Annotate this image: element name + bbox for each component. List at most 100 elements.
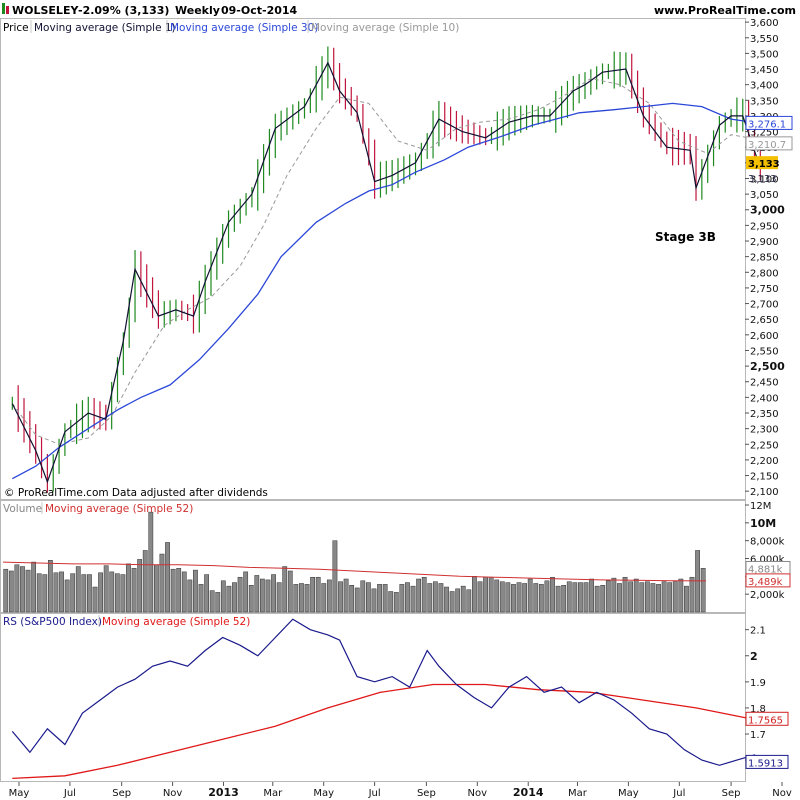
volume-bar xyxy=(511,584,516,613)
price-tick-label: 2,700 xyxy=(750,300,779,311)
volume-bar xyxy=(276,582,282,613)
price-tick-label: 2,300 xyxy=(750,425,779,436)
volume-bar xyxy=(42,574,48,613)
volume-bar xyxy=(466,589,472,613)
volume-bar xyxy=(455,588,461,613)
price-tick-label: 2,900 xyxy=(750,237,779,248)
volume-bar xyxy=(204,574,209,613)
price-tick-label: 2,750 xyxy=(750,284,779,295)
x-tick-label: May xyxy=(313,788,334,799)
volume-bar xyxy=(611,577,617,613)
volume-bar xyxy=(544,580,550,613)
volume-bar xyxy=(332,540,338,613)
ma1-line xyxy=(11,61,761,484)
price-tick-label: 3,050 xyxy=(750,190,779,201)
volume-bar xyxy=(103,565,109,613)
volume-bar xyxy=(349,585,355,613)
volume-bar xyxy=(126,563,131,613)
price-tick-label: 3,550 xyxy=(750,34,779,45)
volume-bar xyxy=(20,566,25,613)
volume-bar xyxy=(499,581,505,613)
price-change: -2.09% (3,133) xyxy=(78,4,169,17)
x-tick-label: Sep xyxy=(112,788,131,799)
ma30-line xyxy=(11,102,761,480)
volume-bar xyxy=(354,587,360,613)
x-tick-label: Jul xyxy=(368,788,381,799)
volume-bar xyxy=(550,576,555,613)
price-tick-label: 2,600 xyxy=(750,331,779,342)
volume-bar xyxy=(165,542,170,613)
header-bar xyxy=(0,0,800,18)
volume-bar xyxy=(25,569,31,613)
rs-plot xyxy=(11,618,761,780)
price-tick-label: 2,850 xyxy=(750,253,779,264)
volume-bar xyxy=(243,571,249,613)
volume-bar xyxy=(449,591,455,613)
volume-bar xyxy=(388,591,394,613)
price-tag-label: 3,133 xyxy=(748,159,780,170)
volume-bar xyxy=(187,579,193,613)
volume-bar xyxy=(672,581,678,613)
volume-bar xyxy=(14,564,20,613)
volume-bar xyxy=(617,583,622,613)
price-tag-box xyxy=(746,156,778,170)
volume-bar xyxy=(583,582,589,613)
price-tag-label: 3,210.7 xyxy=(748,140,786,151)
price-tick-label: 2,550 xyxy=(750,346,779,357)
x-tick-label: 2014 xyxy=(513,786,544,799)
volume-bar xyxy=(248,585,254,613)
volume-bar xyxy=(644,581,650,613)
volume-tick-label: 8,000k xyxy=(750,537,785,548)
legend-ma10: Moving average (Simple 10) xyxy=(311,22,459,34)
volume-bar xyxy=(237,576,243,613)
price-tick-label: 2,350 xyxy=(750,409,779,420)
volume-tick-label: 10M xyxy=(750,517,776,530)
rs-tick-label: 1.9 xyxy=(750,678,766,689)
price-tick-label: 2,800 xyxy=(750,268,779,279)
price-tick-label: 2,250 xyxy=(750,440,779,451)
price-tick-label: 3,500 xyxy=(750,49,779,60)
volume-bar xyxy=(181,571,187,613)
site-link[interactable]: www.ProRealTime.com xyxy=(654,4,796,17)
price-tag-label: 3,133 xyxy=(748,174,777,185)
volume-tag-label: 3,489k xyxy=(748,577,783,588)
date-label: 09-Oct-2014 xyxy=(221,4,298,17)
volume-bar xyxy=(321,583,327,613)
volume-bar xyxy=(98,572,103,613)
x-tick-label: Nov xyxy=(163,788,183,799)
volume-bar xyxy=(477,581,483,613)
volume-bar xyxy=(120,574,126,613)
volume-bar xyxy=(53,572,59,613)
rs-legend: RS (S&P500 Index) Moving average (Simple… xyxy=(3,615,250,628)
x-tick-label: Jul xyxy=(672,788,685,799)
price-tick-label: 3,400 xyxy=(750,81,779,92)
x-tick-label: Sep xyxy=(722,788,741,799)
volume-bar xyxy=(572,582,578,613)
legend-ma1: Moving average (Simple 1) xyxy=(34,22,176,34)
legend-volume-ma: Moving average (Simple 52) xyxy=(45,503,193,515)
volume-bar xyxy=(639,582,645,613)
legend-rs: RS (S&P500 Index) xyxy=(3,616,102,628)
x-tick-label: May xyxy=(618,788,639,799)
rs-ma-line xyxy=(12,683,761,780)
stage-annotation: Stage 3B xyxy=(655,230,716,244)
volume-bar xyxy=(416,578,422,613)
volume-bar xyxy=(8,570,14,613)
volume-bar xyxy=(271,574,276,613)
volume-bar xyxy=(667,582,673,613)
legend-rs-ma: Moving average (Simple 52) xyxy=(102,616,250,628)
volume-bar xyxy=(142,550,148,613)
volume-bar xyxy=(432,581,438,613)
volume-bar xyxy=(92,586,98,613)
volume-bar xyxy=(661,581,667,613)
volume-bar xyxy=(421,576,427,613)
x-tick-label: May xyxy=(9,788,30,799)
price-tick-label: 3,250 xyxy=(750,128,779,139)
rs-tick-label: 1.8 xyxy=(750,704,766,715)
volume-bar xyxy=(299,583,304,613)
volume-bar xyxy=(153,564,159,613)
volume-bar xyxy=(232,582,237,613)
volume-panel-frame xyxy=(0,500,746,613)
volume-bar xyxy=(366,582,371,613)
rs-tag-label: 1.7565 xyxy=(748,715,783,726)
